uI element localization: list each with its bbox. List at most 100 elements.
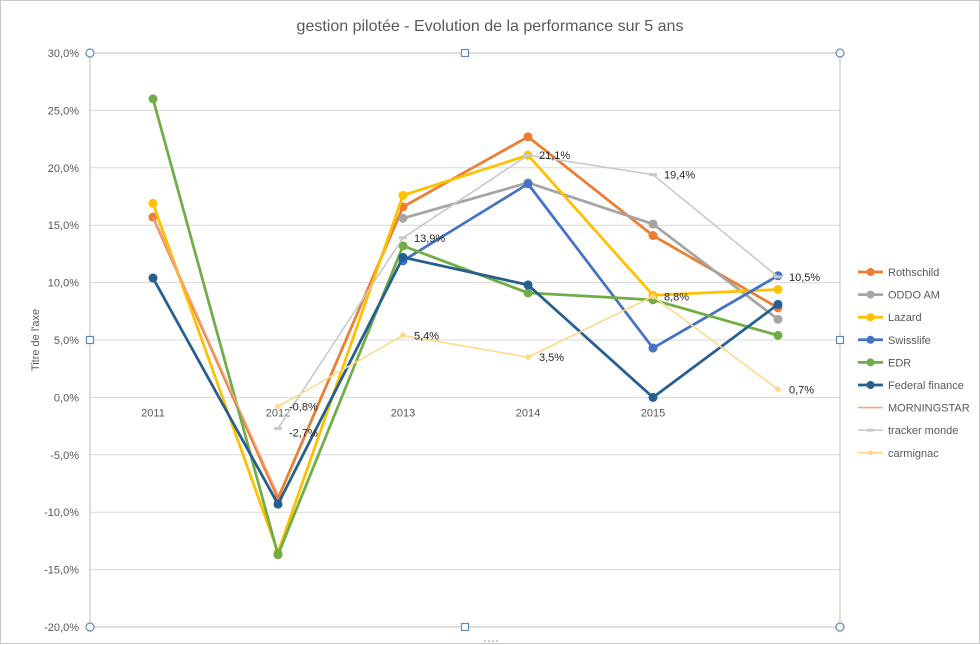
legend-item-edr: EDR: [858, 357, 911, 369]
x-tick-label: 2014: [516, 407, 540, 419]
data-label: 0,7%: [789, 384, 814, 396]
data-point: [273, 499, 283, 509]
y-tick-label: -20,0%: [44, 622, 79, 634]
data-label: 21,1%: [539, 150, 570, 162]
chart-title: gestion pilotée - Evolution de la perfor…: [297, 18, 684, 35]
y-tick-label: 10,0%: [48, 278, 79, 290]
legend-marker: [867, 428, 874, 432]
data-label: 3,5%: [539, 352, 564, 364]
data-point: [399, 331, 407, 339]
edge-handle[interactable]: [460, 48, 470, 58]
series-line: [402, 182, 779, 350]
legend-label: tracker monde: [888, 425, 958, 437]
edge-handle[interactable]: [460, 622, 470, 632]
series-rothschild: [148, 132, 783, 503]
legend-label: Swisslife: [888, 335, 931, 347]
legend-label: MORNINGSTAR: [888, 403, 970, 415]
data-point: [773, 330, 783, 340]
data-point: [773, 299, 783, 309]
data-point: [774, 385, 782, 393]
series-line: [151, 255, 779, 506]
data-point: [773, 314, 783, 324]
grip-dot: [484, 640, 486, 642]
y-tick-label: -10,0%: [44, 507, 79, 519]
data-point: [398, 241, 408, 251]
data-point: [524, 153, 532, 157]
grip-dot: [496, 640, 498, 642]
series-line: [151, 98, 779, 557]
series-carmignac: [274, 292, 782, 411]
corner-handle[interactable]: [835, 622, 845, 632]
data-point: [399, 236, 407, 240]
y-axis-ticks: 30,0% 25,0% 20,0% 15,0% 10,0% 5,0% 0,0% -5,0% -1…: [44, 48, 79, 634]
legend-label: Lazard: [888, 312, 922, 324]
data-label: -0,8%: [289, 402, 318, 414]
legend-item-rothschild: Rothschild: [858, 267, 939, 279]
legend-marker: [866, 290, 875, 299]
data-point: [274, 426, 282, 430]
series-edr: [148, 94, 783, 560]
legend: Rothschild ODDO AM Lazard Swisslife EDR Feder…: [858, 267, 970, 460]
data-point: [148, 94, 158, 104]
data-point: [648, 343, 658, 353]
legend-item-tracker-monde: tracker monde: [858, 425, 958, 437]
legend-marker: [866, 335, 875, 344]
corner-handle[interactable]: [85, 622, 95, 632]
data-label: 10,5%: [789, 272, 820, 284]
edge-handle[interactable]: [835, 335, 845, 345]
legend-item-federal-finance: Federal finance: [858, 380, 964, 392]
y-tick-label: 20,0%: [48, 163, 79, 175]
plot-area-selection-handles[interactable]: [85, 48, 845, 642]
y-tick-label: 25,0%: [48, 105, 79, 117]
legend-item-carmignac: carmignac: [858, 448, 939, 460]
data-point: [523, 280, 533, 290]
data-point: [774, 275, 782, 279]
y-tick-label: -5,0%: [50, 450, 79, 462]
edge-handle[interactable]: [85, 335, 95, 345]
data-point: [398, 213, 408, 223]
y-tick-label: 0,0%: [54, 392, 79, 404]
legend-label: carmignac: [888, 448, 939, 460]
series-group: [148, 94, 783, 560]
data-point: [773, 284, 783, 294]
series-federal-finance: [148, 252, 783, 509]
legend-marker: [866, 381, 875, 389]
x-axis-ticks: 2011 2012 2013 2014 2015: [141, 407, 665, 419]
legend-marker: [866, 313, 875, 322]
data-label: 8,8%: [664, 291, 689, 303]
data-labels: -2,7% 13,9% 21,1% 19,4% 10,5% -0,8% 5,4% 3,5% 8,…: [289, 150, 820, 439]
x-tick-label: 2011: [141, 407, 165, 419]
data-point: [398, 190, 408, 200]
data-point: [148, 273, 158, 283]
legend-label: ODDO AM: [888, 290, 940, 302]
legend-marker: [866, 358, 875, 367]
grip-dot: [492, 640, 494, 642]
series-line: [151, 153, 779, 554]
data-point: [523, 132, 533, 142]
resize-grip[interactable]: [484, 640, 498, 642]
legend-marker: [867, 449, 874, 456]
x-tick-label: 2012: [266, 407, 290, 419]
y-axis-title: Titre de l'axe: [30, 309, 42, 371]
data-point: [523, 179, 533, 189]
grip-dot: [488, 640, 490, 642]
series-line: [402, 181, 779, 321]
data-label: 5,4%: [414, 330, 439, 342]
corner-handle[interactable]: [835, 48, 845, 58]
y-tick-label: 30,0%: [48, 48, 79, 60]
data-point: [523, 288, 533, 298]
legend-item-lazard: Lazard: [858, 312, 922, 324]
legend-label: Federal finance: [888, 380, 964, 392]
data-point: [648, 219, 658, 229]
series-line: [151, 135, 779, 500]
legend-label: EDR: [888, 357, 911, 369]
data-point: [274, 403, 282, 411]
series-tracker-monde: [274, 153, 782, 430]
legend-marker: [866, 268, 875, 276]
y-tick-label: 5,0%: [54, 335, 79, 347]
corner-handle[interactable]: [85, 48, 95, 58]
data-point: [148, 198, 158, 208]
series-morningstar: [152, 216, 279, 496]
